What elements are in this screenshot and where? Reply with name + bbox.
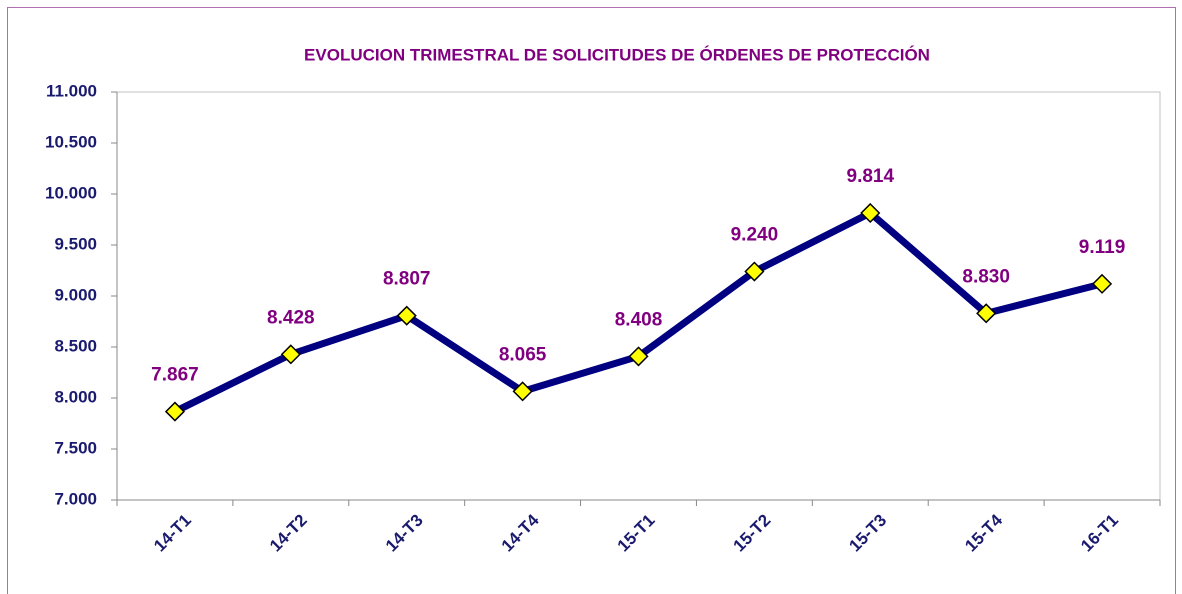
- marker: [280, 344, 301, 365]
- data-label: 7.867: [151, 365, 199, 386]
- chart-title: EVOLUCION TRIMESTRAL DE SOLICITUDES DE Ó…: [304, 45, 930, 64]
- marker: [976, 303, 997, 324]
- marker: [1091, 273, 1113, 294]
- y-tick-label: 11.000: [46, 81, 97, 100]
- y-tick-label: 8.000: [54, 387, 97, 406]
- data-label: 8.428: [267, 307, 315, 328]
- data-label: 8.830: [962, 266, 1010, 287]
- data-label: 9.119: [1079, 237, 1126, 258]
- data-label: 9.240: [731, 225, 779, 246]
- y-tick-label: 9.500: [54, 234, 97, 253]
- chart-frame: [7, 7, 1176, 594]
- data-label: 8.065: [499, 344, 547, 365]
- data-label: 8.807: [383, 269, 431, 290]
- y-tick-label: 7.500: [54, 438, 97, 457]
- data-label: 9.814: [847, 166, 895, 187]
- y-tick-label: 8.500: [54, 336, 97, 355]
- marker: [164, 401, 186, 422]
- marker: [396, 305, 417, 326]
- marker: [860, 202, 881, 224]
- y-tick-label: 10.500: [45, 132, 97, 151]
- y-tick-label: 7.000: [54, 489, 97, 508]
- y-tick-label: 10.000: [45, 183, 97, 202]
- marker: [628, 346, 649, 367]
- y-tick-label: 9.000: [54, 285, 97, 304]
- data-label: 8.408: [615, 309, 663, 330]
- marker: [744, 261, 765, 282]
- marker: [512, 381, 533, 402]
